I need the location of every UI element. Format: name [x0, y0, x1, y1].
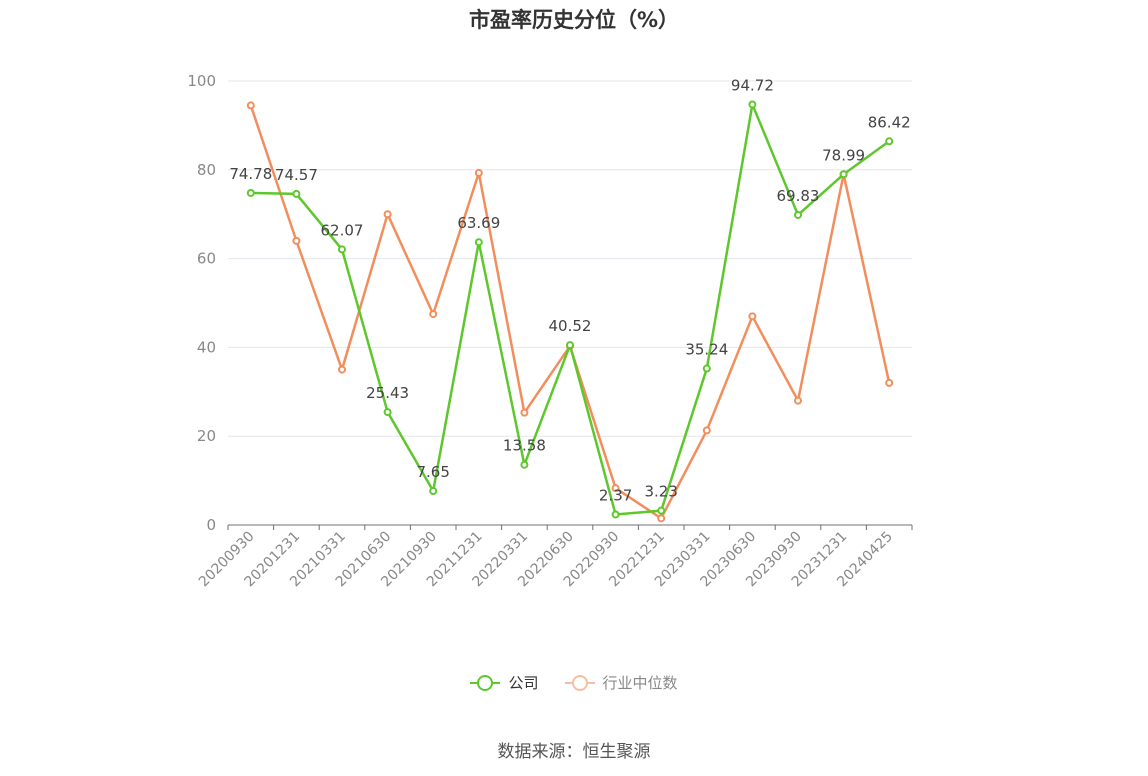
- data-label-company: 62.07: [321, 221, 364, 239]
- series-line-company: [250, 103, 890, 516]
- y-tick-label: 60: [197, 250, 216, 268]
- data-point-industry-median[interactable]: [474, 168, 483, 177]
- y-tick-label: 100: [187, 72, 216, 90]
- data-point-company[interactable]: [566, 341, 574, 350]
- legend-item-company[interactable]: 公司: [470, 672, 539, 693]
- legend-swatch-industry-median: [564, 674, 595, 691]
- data-point-industry-median[interactable]: [657, 514, 666, 523]
- legend-label-company: 公司: [508, 674, 539, 692]
- data-point-industry-median[interactable]: [429, 310, 438, 319]
- data-label-company: 40.52: [549, 317, 592, 335]
- chart-title: 市盈率历史分位（%）: [468, 8, 680, 32]
- y-tick-label: 40: [197, 338, 216, 356]
- data-point-industry-median[interactable]: [338, 365, 346, 374]
- series-line-industry-median: [249, 105, 891, 520]
- data-point-industry-median[interactable]: [383, 210, 392, 219]
- data-point-industry-median[interactable]: [246, 101, 255, 110]
- y-tick-label: 0: [206, 516, 216, 534]
- data-label-company: 35.24: [685, 341, 728, 359]
- data-point-company[interactable]: [657, 506, 666, 515]
- data-point-company[interactable]: [429, 487, 438, 496]
- data-label-company: 25.43: [366, 384, 409, 402]
- data-label-company: 63.69: [457, 214, 500, 232]
- data-point-company[interactable]: [702, 364, 711, 373]
- data-label-company: 78.99: [822, 146, 865, 164]
- data-point-company[interactable]: [338, 245, 346, 254]
- legend-label-industry-median: 行业中位数: [602, 674, 678, 692]
- series-lines: [246, 100, 894, 523]
- data-point-company[interactable]: [246, 188, 255, 197]
- data-point-industry-median[interactable]: [885, 378, 894, 387]
- data-label-company: 2.37: [599, 486, 632, 504]
- data-point-industry-median[interactable]: [702, 426, 711, 435]
- x-axis: 2020093020201231202103312021063020210930…: [196, 524, 913, 590]
- grid-lines: 0 20 40 60 80 100: [187, 72, 912, 534]
- data-point-company[interactable]: [520, 460, 529, 469]
- data-label-company: 74.57: [275, 166, 318, 184]
- data-point-industry-median[interactable]: [794, 396, 802, 405]
- data-source: 数据来源：恒生聚源: [497, 742, 651, 762]
- data-point-company[interactable]: [611, 510, 620, 519]
- data-label-company: 3.23: [644, 483, 677, 501]
- data-point-industry-median[interactable]: [520, 408, 529, 417]
- legend-item-industry-median[interactable]: 行业中位数: [564, 672, 678, 693]
- data-label-company: 94.72: [731, 76, 774, 94]
- data-point-industry-median[interactable]: [748, 312, 757, 321]
- data-label-company: 7.65: [416, 463, 449, 481]
- data-point-company[interactable]: [748, 100, 757, 109]
- y-tick-label: 20: [197, 427, 216, 445]
- data-point-company[interactable]: [885, 137, 894, 146]
- data-point-company[interactable]: [474, 238, 483, 247]
- data-labels: 74.78 74.57 62.07 25.43 7.65 63.69 13.58 40.52 2…: [229, 76, 910, 504]
- data-point-company[interactable]: [839, 170, 848, 179]
- data-point-industry-median[interactable]: [611, 484, 620, 493]
- data-point-company[interactable]: [383, 408, 392, 417]
- legend: 公司 行业中位数: [0, 672, 1148, 693]
- data-point-company[interactable]: [794, 210, 802, 219]
- legend-swatch-company: [470, 674, 501, 691]
- data-point-company[interactable]: [292, 189, 301, 198]
- data-label-company: 74.78: [229, 165, 272, 183]
- data-label-company: 86.42: [868, 113, 911, 131]
- data-label-company: 69.83: [777, 187, 820, 205]
- data-point-industry-median[interactable]: [292, 236, 301, 245]
- y-tick-label: 80: [197, 161, 216, 179]
- data-label-company: 13.58: [503, 437, 546, 455]
